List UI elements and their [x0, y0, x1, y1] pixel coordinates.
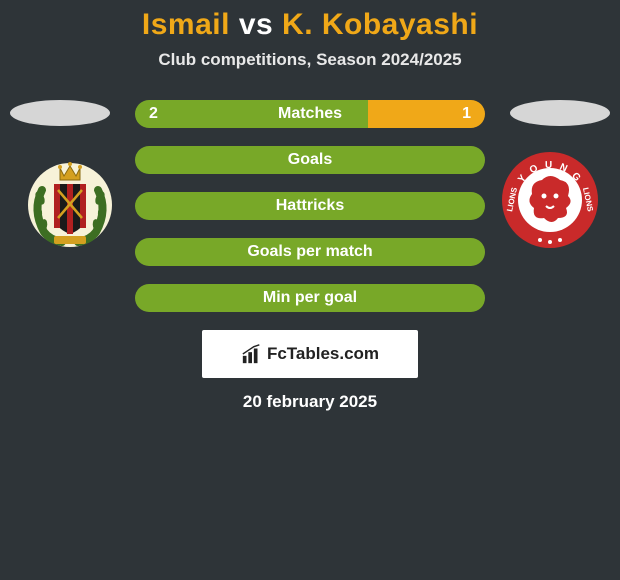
- club-badge-right: Y O U N G LIONS LIONS: [500, 150, 600, 250]
- bar-chart-icon: [241, 343, 263, 365]
- stat-row-matches: Matches 2 1: [135, 100, 485, 128]
- stat-row-goals_per_match: Goals per match: [135, 238, 485, 266]
- stat-label: Goals: [288, 151, 332, 169]
- stat-label: Hattricks: [276, 197, 344, 215]
- watermark: FcTables.com: [202, 330, 418, 378]
- stat-value-left: 2: [149, 105, 158, 123]
- stat-row-goals: Goals: [135, 146, 485, 174]
- player1-name: Ismail: [142, 8, 230, 41]
- stat-value-right: 1: [462, 105, 471, 123]
- watermark-text: FcTables.com: [267, 344, 379, 364]
- stat-label: Matches: [278, 105, 342, 123]
- stat-row-min_per_goal: Min per goal: [135, 284, 485, 312]
- vs-text: vs: [239, 8, 273, 41]
- club-crest-left-icon: [20, 150, 120, 250]
- stat-label: Goals per match: [247, 243, 372, 261]
- club-crest-right-icon: Y O U N G LIONS LIONS: [500, 150, 600, 250]
- stat-label: Min per goal: [263, 289, 357, 307]
- chart-area: Y O U N G LIONS LIONS Matches 2 1 Goals Hatt…: [0, 100, 620, 312]
- page-title: Ismail vs K. Kobayashi: [0, 8, 620, 42]
- club-badge-left: [20, 150, 120, 250]
- comparison-card: Ismail vs K. Kobayashi Club competitions…: [0, 0, 620, 412]
- date-text: 20 february 2025: [0, 392, 620, 412]
- subtitle: Club competitions, Season 2024/2025: [0, 50, 620, 70]
- stat-rows: Matches 2 1 Goals Hattricks Goals per match Mi…: [135, 100, 485, 312]
- player2-ellipse: [510, 100, 610, 126]
- player2-name: K. Kobayashi: [282, 8, 478, 41]
- player1-ellipse: [10, 100, 110, 126]
- stat-row-hattricks: Hattricks: [135, 192, 485, 220]
